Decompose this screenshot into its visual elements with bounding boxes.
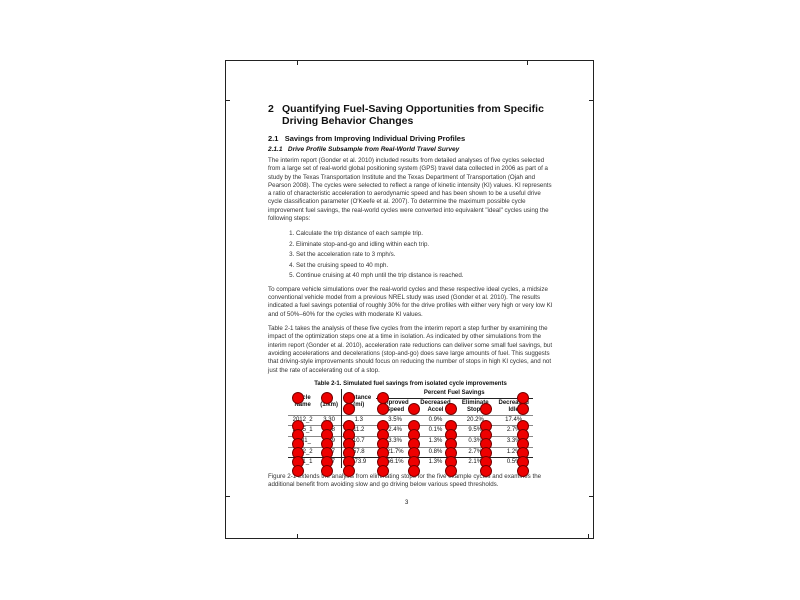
heading-title: Quantifying Fuel-Saving Opportunities fr…: [282, 103, 544, 127]
chapter-heading: 2 Quantifying Fuel-Saving Opportunities f…: [268, 103, 553, 127]
table-cell: 2.4%: [375, 425, 415, 437]
list-item: Set the acceleration rate to 3 mph/s.: [296, 250, 553, 261]
paragraph: Figure 2-1 extends the analysis from eli…: [268, 472, 542, 489]
header-speed: Improved Speed: [381, 399, 409, 413]
marker-dot[interactable]: [377, 403, 389, 415]
marker-dot[interactable]: [517, 403, 529, 415]
frame-tick: [225, 100, 230, 101]
table-cell: 56.1%: [375, 457, 415, 468]
table-cell: 2012_2: [288, 414, 318, 426]
table-cell: 11.2: [340, 425, 376, 437]
page-frame: [225, 60, 594, 539]
marker-dot[interactable]: [377, 465, 389, 477]
list-item: Set the cruising speed to 40 mph.: [296, 261, 553, 272]
table-caption: Table 2-1. Simulated fuel savings from i…: [314, 380, 507, 387]
marker-dot[interactable]: [517, 465, 529, 477]
marker-dot[interactable]: [480, 465, 492, 477]
marker-dot[interactable]: [445, 403, 457, 415]
marker-dot[interactable]: [343, 403, 355, 415]
section-heading: 2.1 Savings from Improving Individual Dr…: [268, 134, 553, 143]
table-cell: 3.3%: [494, 436, 533, 448]
subsection-number: 2.1.1: [268, 146, 283, 153]
table-cell: 2.1%: [456, 457, 495, 468]
document-page: 2 Quantifying Fuel-Saving Opportunities f…: [268, 103, 553, 495]
frame-tick: [297, 60, 298, 65]
frame-tick: [527, 60, 528, 65]
table-cell: 3.3%: [375, 436, 415, 448]
subsection-title: Drive Profile Subsample from Real-World …: [287, 146, 460, 153]
section-title: Savings from Improving Individual Drivin…: [284, 134, 466, 143]
table-cell: 0.3%: [456, 436, 495, 448]
marker-dot[interactable]: [321, 465, 333, 477]
paragraph: The interim report (Gonder et al. 2010) …: [268, 157, 552, 223]
frame-tick: [297, 534, 298, 539]
table-cell: 20.2%: [456, 414, 495, 426]
table-cell: 1.3: [340, 414, 376, 426]
marker-dot[interactable]: [480, 403, 492, 415]
section-number: 2.1: [268, 134, 279, 143]
frame-tick: [588, 534, 589, 539]
table-cell: 0.1%: [414, 425, 457, 437]
table-cell: 1.2%: [494, 446, 533, 458]
table-cell: 0.9%: [414, 414, 457, 426]
table-cell: 10.7: [340, 436, 376, 448]
table-cell: 2.7%: [456, 446, 495, 458]
table-cell: 57.8: [340, 446, 376, 458]
table-cell: 17.4%: [494, 414, 533, 426]
list-item: Eliminate stop-and-go and idling within …: [296, 240, 553, 251]
header-cycle: Cycle Name: [294, 395, 311, 408]
table-cell: 173.9: [340, 457, 376, 468]
table-cell: 9.5%: [456, 425, 495, 437]
table-cell: 1.3%: [414, 457, 457, 468]
paragraph: Table 2-1 takes the analysis of these fi…: [268, 325, 553, 374]
steps-list: Calculate the trip distance of each samp…: [268, 229, 553, 282]
marker-dot[interactable]: [445, 465, 457, 477]
subsection-heading: 2.1.1 Drive Profile Subsample from Real-…: [268, 146, 553, 153]
table-cell: 21.7%: [375, 446, 415, 458]
header-accel: Decreased Accel: [420, 399, 451, 413]
header-stops: Eliminate Stops: [461, 399, 489, 413]
heading-number: 2: [268, 103, 274, 115]
table-cell: 1.3%: [414, 436, 457, 448]
frame-tick: [589, 100, 594, 101]
paragraph: To compare vehicle simulations over the …: [268, 285, 553, 318]
marker-dot[interactable]: [408, 465, 420, 477]
header-group: Percent Fuel Savings: [375, 388, 533, 399]
marker-dot[interactable]: [343, 465, 355, 477]
list-item: Continue cruising at 40 mph until the tr…: [296, 271, 553, 282]
table-cell: 2.7%: [494, 425, 533, 437]
table-cell: 3.5%: [375, 414, 415, 426]
page-number: 3: [405, 500, 409, 506]
marker-dot[interactable]: [292, 392, 304, 404]
marker-dot[interactable]: [408, 403, 420, 415]
list-item: Calculate the trip distance of each samp…: [296, 229, 553, 240]
frame-tick: [225, 496, 230, 497]
header-idle: Decreased Idle: [498, 399, 529, 413]
frame-tick: [589, 496, 594, 497]
marker-dot[interactable]: [292, 465, 304, 477]
marker-dot[interactable]: [321, 392, 333, 404]
table-cell: 0.8%: [414, 446, 457, 458]
table-cell: 0.5%: [494, 457, 533, 468]
